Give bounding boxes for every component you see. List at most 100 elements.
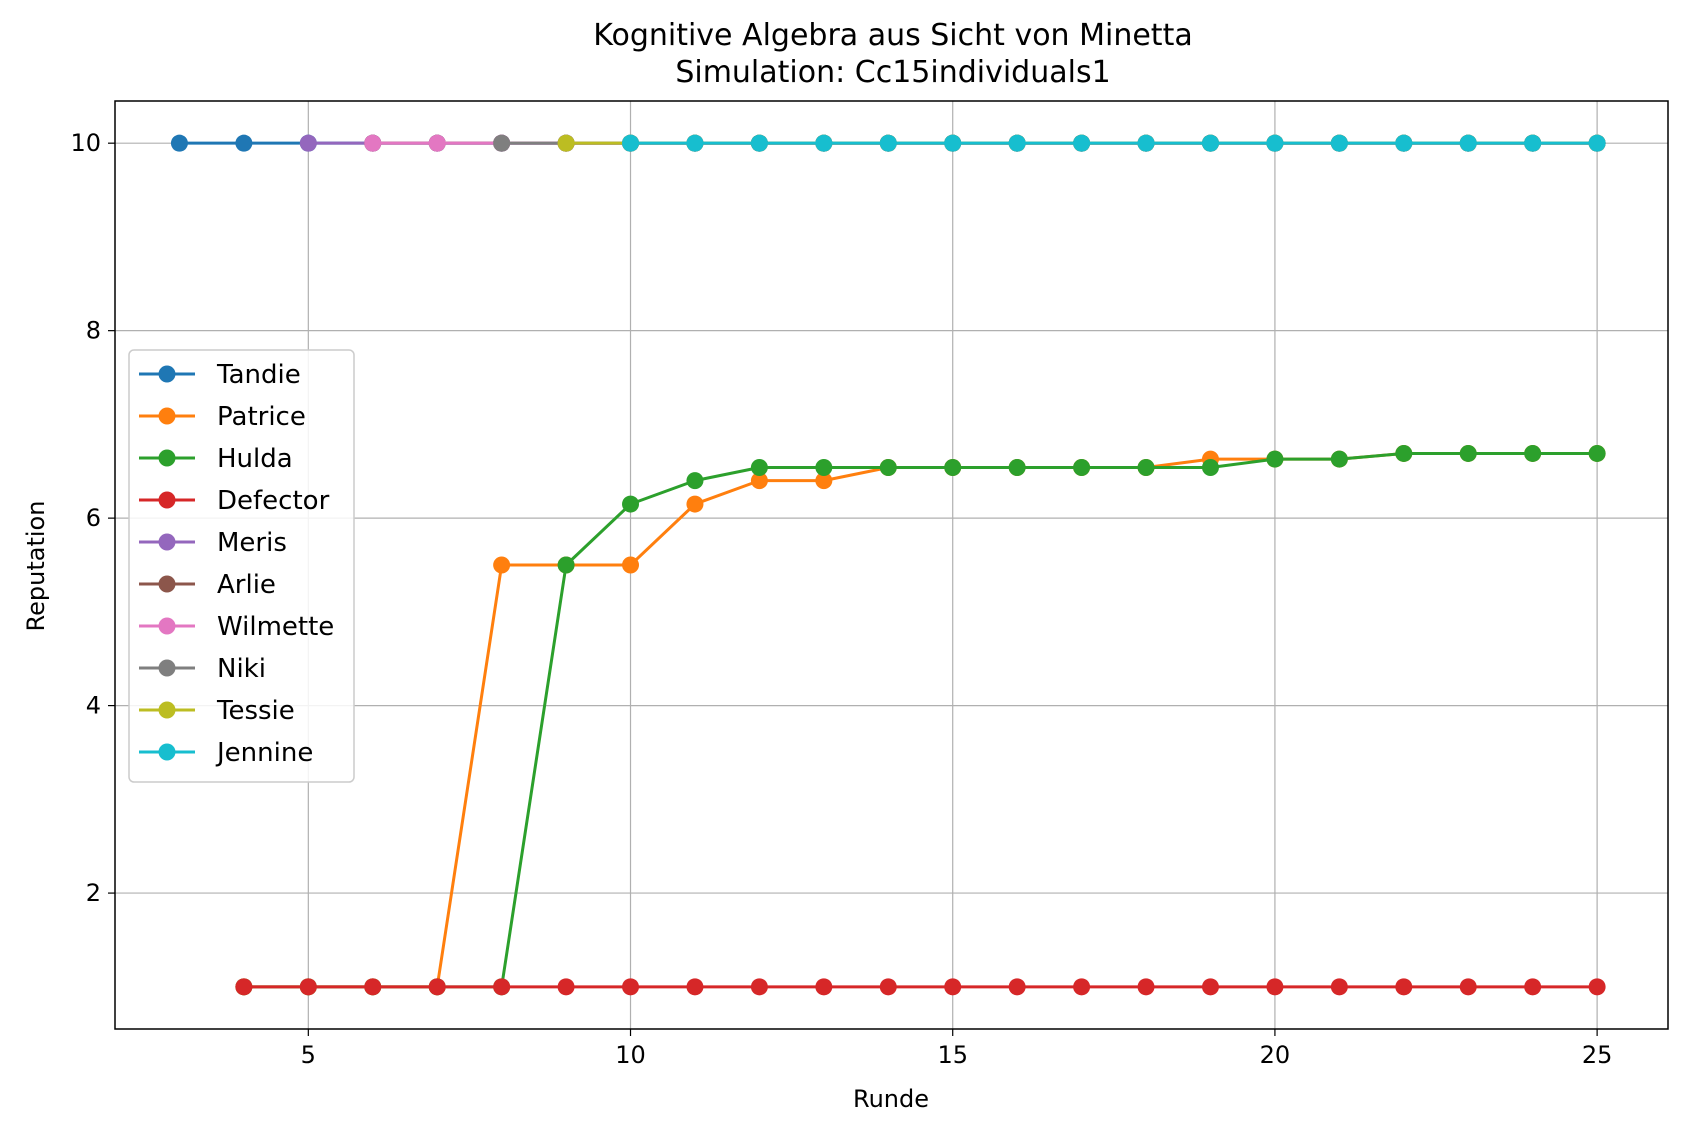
data-point <box>1588 978 1606 996</box>
data-point <box>1459 978 1477 996</box>
legend-item: Niki <box>139 654 266 684</box>
data-point <box>428 978 446 996</box>
data-point <box>750 459 768 477</box>
legend: Tandie Patrice Hulda Defector Meris Arlie Wilm… <box>128 349 355 783</box>
data-point <box>879 978 897 996</box>
legend-item: Hulda <box>139 444 293 474</box>
legend-item: Tandie <box>139 360 301 390</box>
data-point <box>750 978 768 996</box>
series-jennine <box>622 134 1606 152</box>
data-point <box>686 134 704 152</box>
data-point <box>235 134 253 152</box>
legend-label: Tandie <box>216 360 301 390</box>
legend-label: Arlie <box>217 570 276 600</box>
legend-item: Jennine <box>139 738 313 768</box>
data-point <box>1137 134 1155 152</box>
legend-label: Defector <box>217 486 330 516</box>
data-point <box>1459 134 1477 152</box>
data-point <box>1524 134 1542 152</box>
legend-marker <box>158 491 176 509</box>
data-point <box>750 134 768 152</box>
legend-marker <box>158 575 176 593</box>
data-point <box>944 134 962 152</box>
legend-marker <box>158 659 176 677</box>
data-point <box>1330 978 1348 996</box>
data-point <box>944 978 962 996</box>
data-point <box>1395 978 1413 996</box>
data-point <box>1008 459 1026 477</box>
chart-title: Kognitive Algebra aus Sicht von Minetta <box>593 18 1192 53</box>
legend-item: Wilmette <box>139 612 334 642</box>
data-point <box>815 978 833 996</box>
data-point <box>170 134 188 152</box>
legend-label: Niki <box>217 654 266 684</box>
data-point <box>879 459 897 477</box>
data-point <box>1008 134 1026 152</box>
legend-marker <box>158 533 176 551</box>
legend-item: Arlie <box>139 570 276 600</box>
data-point <box>686 472 704 490</box>
data-point <box>622 978 640 996</box>
data-point <box>1073 134 1091 152</box>
series-defector <box>235 978 1606 996</box>
legend-marker <box>158 365 176 383</box>
data-point <box>428 134 446 152</box>
legend-label: Patrice <box>217 402 306 432</box>
data-point <box>1395 444 1413 462</box>
x-tick-label: 25 <box>1582 1041 1613 1069</box>
y-tick-label: 10 <box>70 129 101 157</box>
data-point <box>815 472 833 490</box>
data-point <box>1201 459 1219 477</box>
data-point <box>815 459 833 477</box>
axes-frame <box>114 100 1669 1030</box>
legend-marker <box>158 617 176 635</box>
data-point <box>686 495 704 513</box>
y-tick-label: 2 <box>86 879 101 907</box>
data-point <box>879 134 897 152</box>
legend-label: Hulda <box>217 444 293 474</box>
data-point <box>1201 134 1219 152</box>
data-point <box>1524 444 1542 462</box>
data-point <box>1588 134 1606 152</box>
data-point <box>1201 978 1219 996</box>
y-tick-label: 4 <box>86 692 101 720</box>
data-point <box>557 978 575 996</box>
legend-item: Meris <box>139 528 287 558</box>
legend-label: Jennine <box>215 738 313 768</box>
legend-item: Tessie <box>139 696 295 726</box>
data-point <box>1137 459 1155 477</box>
data-point <box>1330 134 1348 152</box>
data-point <box>750 472 768 490</box>
legend-label: Wilmette <box>217 612 334 642</box>
data-point <box>557 556 575 574</box>
data-point <box>1008 978 1026 996</box>
x-axis-label: Runde <box>853 1085 929 1113</box>
y-tick-label: 8 <box>86 317 101 345</box>
data-point <box>299 978 317 996</box>
legend-marker <box>158 407 176 425</box>
data-point <box>1073 459 1091 477</box>
data-point <box>364 978 382 996</box>
y-tick-label: 6 <box>86 504 101 532</box>
data-point <box>1588 444 1606 462</box>
x-tick-label: 10 <box>615 1041 646 1069</box>
data-point <box>557 134 575 152</box>
data-point <box>1266 978 1284 996</box>
legend-label: Meris <box>217 528 287 558</box>
data-point <box>1266 450 1284 468</box>
axis-ticks: 5 10 15 20 25 2 4 6 8 10 <box>70 129 1612 1069</box>
data-point <box>299 134 317 152</box>
legend-item: Patrice <box>139 402 306 432</box>
data-point <box>1137 978 1155 996</box>
data-point <box>622 134 640 152</box>
legend-marker <box>158 701 176 719</box>
data-point <box>686 978 704 996</box>
legend-marker <box>158 743 176 761</box>
chart-subtitle: Simulation: Cc15individuals1 <box>675 55 1110 90</box>
x-tick-label: 5 <box>301 1041 316 1069</box>
data-point <box>815 134 833 152</box>
data-point <box>1266 134 1284 152</box>
data-point <box>1459 444 1477 462</box>
